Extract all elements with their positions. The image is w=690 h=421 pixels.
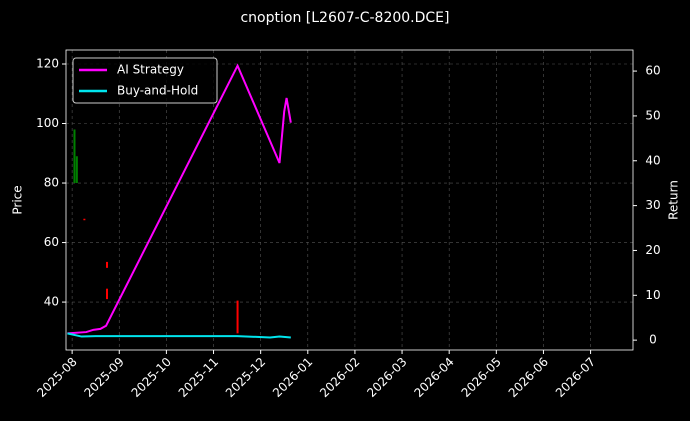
- y2-tick-label: 10: [645, 288, 660, 302]
- y2-axis-label: Return: [667, 180, 681, 220]
- y-axis-label: Price: [11, 185, 25, 214]
- y-tick-label: 100: [36, 116, 59, 130]
- y-tick-label: 120: [36, 56, 59, 70]
- y2-tick-label: 40: [645, 153, 660, 167]
- legend-box: [72, 57, 218, 104]
- line-series: [67, 332, 291, 339]
- candle-body: [106, 288, 109, 300]
- y2-tick-label: 30: [645, 198, 660, 212]
- candle-body: [73, 129, 76, 184]
- candle-body: [75, 156, 78, 184]
- y2-tick-label: 60: [645, 64, 660, 78]
- y2-tick-label: 20: [645, 243, 660, 257]
- plot-frame: [65, 49, 634, 351]
- candle-body: [83, 218, 86, 221]
- legend-label: AI Strategy: [117, 63, 184, 77]
- legend-label: Buy-and-Hold: [117, 84, 198, 98]
- candle-body: [106, 261, 109, 268]
- y2-tick-label: 0: [649, 333, 657, 347]
- candle-body: [236, 300, 239, 334]
- y2-tick-label: 50: [645, 108, 660, 122]
- y-tick-label: 80: [44, 176, 59, 190]
- y-tick-label: 40: [44, 295, 59, 309]
- line-series: [67, 63, 292, 335]
- chart-title: cnoption [L2607-C-8200.DCE]: [240, 10, 449, 26]
- y-tick-label: 60: [44, 235, 59, 249]
